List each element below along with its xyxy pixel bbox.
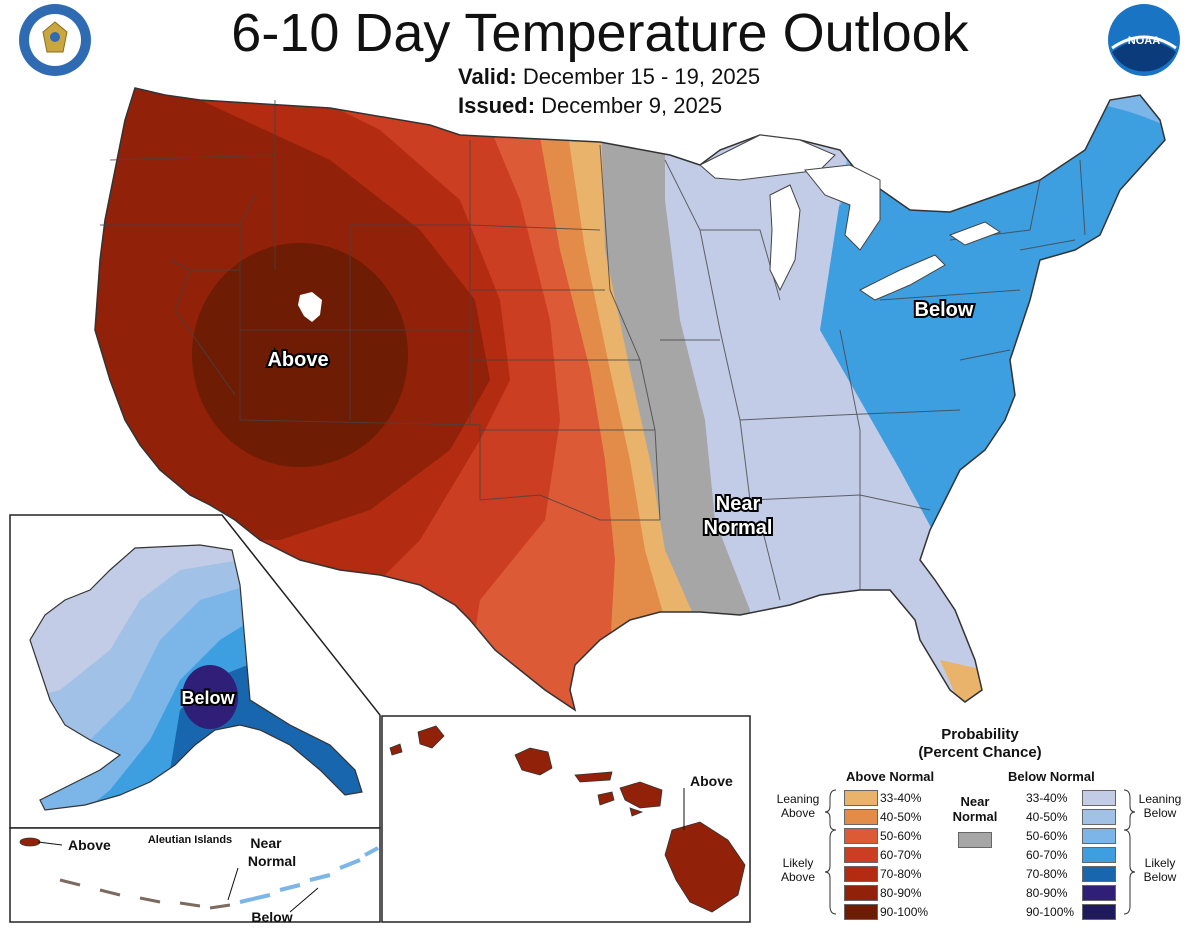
- hawaii-islands: [389, 725, 746, 913]
- legend-above-range: 80-90%: [880, 886, 922, 900]
- legend-near-2: Normal: [952, 809, 998, 824]
- legend-title-2: (Percent Chance): [918, 744, 1042, 761]
- legend-above-swatch: [844, 809, 878, 825]
- legend-above-range: 33-40%: [880, 791, 922, 805]
- legend-near-normal-swatch: [958, 832, 992, 848]
- legend-braces: [824, 789, 1136, 915]
- legend-above-header: Above Normal: [846, 769, 935, 784]
- aleutian-near-label-2: Normal: [248, 853, 296, 869]
- conus-near-label-1: Near: [716, 493, 761, 515]
- noaa-logo: NOAA: [1108, 4, 1180, 76]
- legend-leaning-above-2: Above: [780, 806, 816, 820]
- state-borders: [100, 100, 1086, 601]
- legend-leaning-below-2: Below: [1143, 806, 1177, 820]
- legend-above-range: 50-60%: [880, 829, 922, 843]
- legend-below-swatch: [1082, 790, 1116, 806]
- issued-line: Issued: December 9, 2025: [458, 93, 722, 119]
- legend-below-range: 80-90%: [1026, 886, 1068, 900]
- aleutian-above-label: Above: [68, 837, 111, 853]
- legend-likely-above: Likely Above: [770, 856, 826, 884]
- legend-above-range: 40-50%: [880, 810, 922, 824]
- valid-label: Valid:: [458, 64, 517, 89]
- legend-above-swatch: [844, 866, 878, 882]
- aleutian-title: Aleutian Islands: [148, 834, 232, 846]
- legend-above-range: 90-100%: [880, 905, 929, 919]
- legend-above-swatch: [844, 828, 878, 844]
- legend-leaning-below-1: Leaning: [1138, 792, 1182, 806]
- legend-leaning-below: Leaning Below: [1132, 792, 1188, 820]
- issued-date: December 9, 2025: [541, 93, 723, 118]
- alaska-below-label: Below: [181, 688, 235, 708]
- legend-above-swatch: [844, 847, 878, 863]
- legend-below-swatch: [1082, 847, 1116, 863]
- legend-leaning-above-1: Leaning: [776, 792, 820, 806]
- conus-outline: [94, 87, 1166, 712]
- issued-label: Issued:: [458, 93, 536, 118]
- legend-near: Near Normal: [948, 794, 1002, 824]
- conus-below-label: Below: [915, 299, 974, 321]
- conus-above-label: Above: [267, 349, 328, 371]
- aleutian-islands: [19, 837, 379, 913]
- page-title: 6-10 Day Temperature Outlook: [231, 3, 969, 63]
- legend-below-range: 70-80%: [1026, 867, 1068, 881]
- legend-likely-below: Likely Below: [1132, 856, 1188, 884]
- valid-dates: December 15 - 19, 2025: [522, 64, 761, 89]
- aleutian-below-label: Below: [251, 909, 292, 925]
- legend-above-swatch: [844, 790, 878, 806]
- alaska-outline: [29, 544, 363, 811]
- legend-above-swatch: [844, 904, 878, 920]
- legend-below-header: Below Normal: [1008, 769, 1095, 784]
- hawaii-above-label: Above: [690, 773, 733, 789]
- legend-above-swatch: [844, 885, 878, 901]
- conus-near-label-2: Normal: [704, 517, 773, 539]
- aleutian-near-label-1: Near: [250, 835, 282, 851]
- great-lakes: [699, 134, 1002, 301]
- legend-above-range: 70-80%: [880, 867, 922, 881]
- legend-likely-below-1: Likely: [1144, 856, 1176, 870]
- legend-title-1: Probability: [941, 726, 1019, 743]
- legend: Probability (Percent Chance) Above Norma…: [760, 726, 1200, 926]
- legend-near-1: Near: [960, 794, 990, 809]
- legend-below-range: 60-70%: [1026, 848, 1068, 862]
- legend-below-swatch: [1082, 809, 1116, 825]
- legend-likely-above-2: Above: [780, 870, 816, 884]
- legend-below-range: 40-50%: [1026, 810, 1068, 824]
- legend-below-swatch: [1082, 904, 1116, 920]
- legend-below-range: 50-60%: [1026, 829, 1068, 843]
- svg-text:NOAA: NOAA: [1128, 35, 1160, 47]
- commerce-seal-logo: [19, 4, 91, 76]
- legend-below-swatch: [1082, 885, 1116, 901]
- legend-below-range: 33-40%: [1026, 791, 1068, 805]
- legend-below-swatch: [1082, 828, 1116, 844]
- legend-below-range: 90-100%: [1026, 905, 1075, 919]
- legend-above-range: 60-70%: [880, 848, 922, 862]
- legend-likely-above-1: Likely: [782, 856, 814, 870]
- legend-below-swatch: [1082, 866, 1116, 882]
- legend-leaning-above: Leaning Above: [770, 792, 826, 820]
- valid-line: Valid: December 15 - 19, 2025: [458, 64, 760, 90]
- legend-likely-below-2: Below: [1143, 870, 1177, 884]
